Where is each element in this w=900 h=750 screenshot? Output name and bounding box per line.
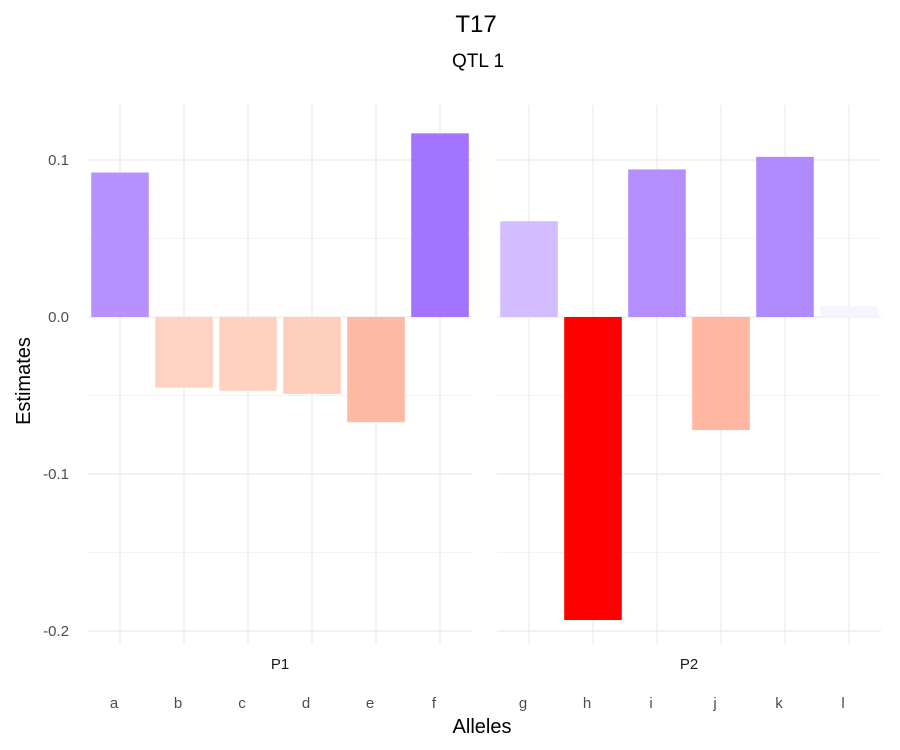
x-tick-label: j [712, 695, 716, 712]
x-tick-label: d [302, 695, 310, 712]
x-tick-label: i [649, 695, 652, 712]
x-tick-label: h [583, 695, 591, 712]
x-tick-label: a [110, 695, 119, 712]
y-axis-ticks: -0.2 -0.1 0.0 0.1 [43, 152, 69, 640]
y-axis-title: Estimates [13, 337, 35, 425]
bar-g [500, 221, 558, 317]
bar-h [564, 317, 622, 621]
y-tick-label: 0.0 [48, 309, 69, 326]
facet-label: P2 [680, 656, 698, 673]
x-tick-label: g [519, 695, 527, 712]
x-tick-label: e [366, 695, 374, 712]
facets: P1 a b c d e f P2 g h i j k l [88, 105, 881, 712]
bar-f [411, 133, 469, 317]
bar-l [820, 306, 878, 317]
y-tick-label: -0.2 [43, 623, 69, 640]
bar-a [91, 172, 149, 317]
bar-e [347, 317, 405, 423]
facet-label: P1 [271, 656, 289, 673]
bar-k [756, 156, 814, 317]
facet-p1: P1 a b c d e f [88, 105, 472, 712]
y-tick-label: -0.1 [43, 466, 69, 483]
bar-j [692, 317, 750, 431]
bar-c [219, 317, 277, 391]
facet-p2: P2 g h i j k l [497, 105, 881, 712]
y-tick-label: 0.1 [48, 152, 69, 169]
x-tick-label: b [174, 695, 182, 712]
x-tick-label: c [238, 695, 246, 712]
bar-i [628, 169, 686, 317]
bar-b [155, 317, 213, 388]
x-tick-label: f [432, 695, 437, 712]
x-tick-label: l [841, 695, 844, 712]
x-axis-title: Alleles [453, 716, 512, 738]
x-tick-label: k [775, 695, 783, 712]
chart-title: T17 [455, 11, 496, 38]
bar-d [283, 317, 341, 394]
chart-subtitle: QTL 1 [452, 51, 504, 72]
